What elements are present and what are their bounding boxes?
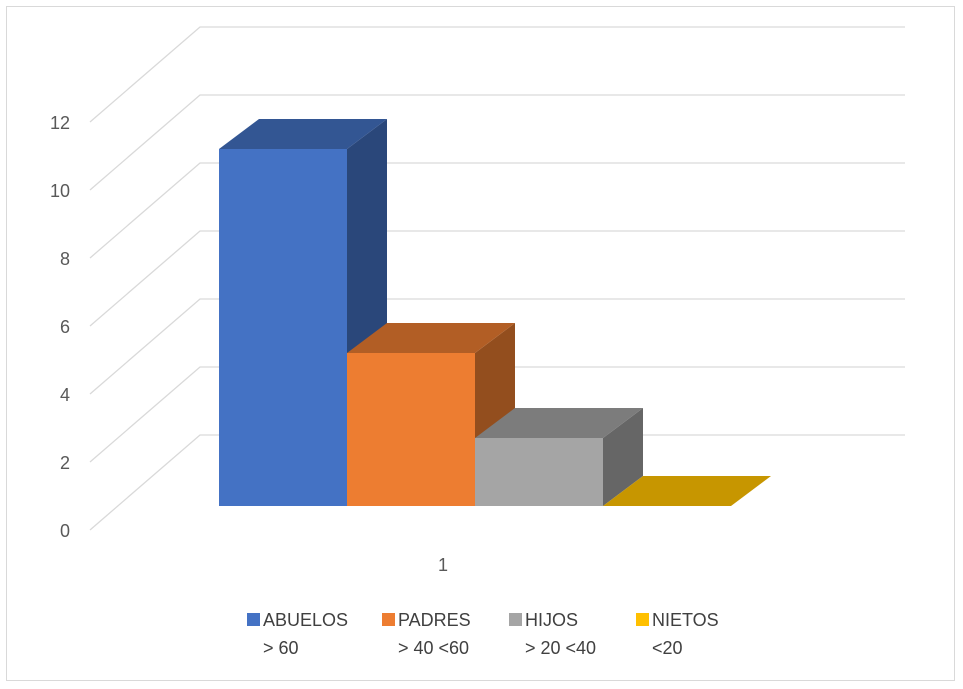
gridline: [89, 230, 905, 327]
bar-top: [475, 408, 643, 438]
legend-label: HIJOS: [525, 610, 578, 630]
legend-swatch: [247, 613, 260, 626]
legend-swatch: [382, 613, 395, 626]
gridline: [89, 434, 905, 531]
gridline: [89, 26, 905, 123]
legend-label: ABUELOS: [263, 610, 348, 630]
gridline: [89, 366, 905, 463]
bar-top: [347, 323, 515, 353]
legend-swatch: [636, 613, 649, 626]
legend-item: ABUELOS > 60: [247, 610, 348, 658]
y-tick-label: 6: [60, 317, 70, 337]
y-tick-label: 10: [50, 181, 70, 201]
legend-label-line2: > 20 <40: [525, 638, 596, 658]
y-tick-label: 4: [60, 385, 70, 405]
legend-item: PADRES > 40 <60: [382, 610, 471, 658]
legend-label: PADRES: [398, 610, 471, 630]
legend-label-line2: <20: [652, 638, 683, 658]
y-tick-label: 8: [60, 249, 70, 269]
legend-item: NIETOS <20: [636, 610, 719, 658]
legend-label: NIETOS: [652, 610, 719, 630]
gridline: [89, 94, 905, 191]
y-tick-label: 0: [60, 521, 70, 541]
bar-front: [219, 149, 347, 506]
gridline: [89, 162, 905, 259]
bar: [475, 408, 643, 506]
bar-top: [603, 476, 771, 506]
legend-swatch: [509, 613, 522, 626]
x-category-label: 1: [438, 555, 448, 575]
legend-item: HIJOS > 20 <40: [509, 610, 596, 658]
legend-label-line2: > 60: [263, 638, 299, 658]
gridline: [89, 298, 905, 395]
y-tick-label: 2: [60, 453, 70, 473]
legend-label-line2: > 40 <60: [398, 638, 469, 658]
bar-front: [475, 438, 603, 506]
bar-top: [219, 119, 387, 149]
y-tick-label: 12: [50, 113, 70, 133]
bar: [603, 476, 771, 506]
bar-side: [603, 408, 643, 506]
bar-front: [347, 353, 475, 506]
